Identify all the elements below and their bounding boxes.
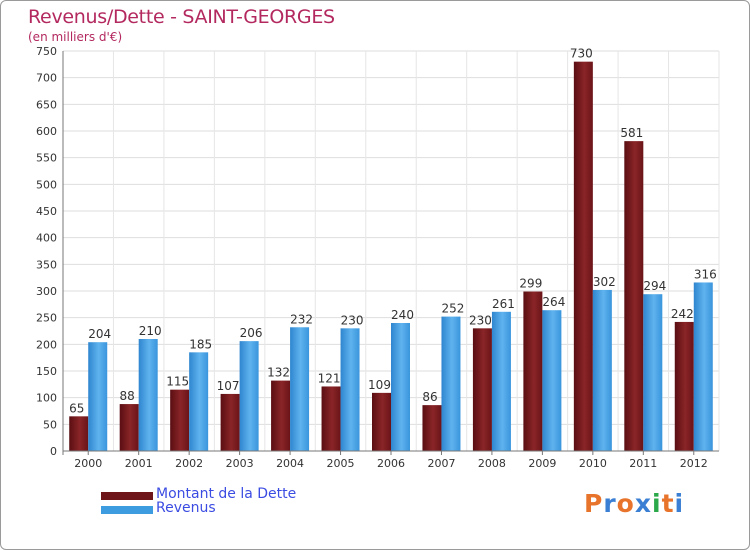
data-label-debt: 88 [120, 389, 135, 403]
bar-revenus [643, 294, 663, 451]
y-tick-label: 0 [50, 445, 57, 458]
x-tick-label: 2012 [680, 457, 708, 470]
data-label-debt: 86 [422, 390, 437, 404]
data-label-debt: 581 [620, 126, 643, 140]
data-label-revenus: 261 [492, 297, 515, 311]
x-tick-label: 2000 [74, 457, 102, 470]
bar-revenus [592, 289, 612, 451]
bar-debt [422, 405, 442, 451]
legend-label-revenus: Revenus [156, 500, 216, 516]
bar-revenus [391, 323, 410, 451]
data-label-debt: 115 [166, 375, 189, 389]
data-label-revenus: 185 [189, 337, 212, 351]
bar-revenus [290, 327, 310, 451]
data-label-revenus: 240 [391, 308, 414, 322]
logo-letter: o [616, 489, 635, 518]
y-tick-label: 550 [36, 152, 57, 165]
data-label-debt: 132 [267, 366, 290, 380]
bar-debt [321, 386, 341, 451]
data-label-debt: 242 [671, 307, 694, 321]
y-tick-label: 350 [36, 258, 57, 271]
data-label-debt: 107 [217, 379, 240, 393]
y-tick-label: 150 [36, 365, 57, 378]
x-tick-label: 2008 [478, 457, 506, 470]
chart-title: Revenus/Dette - SAINT-GEORGES [28, 6, 335, 28]
bar-revenus [693, 282, 713, 451]
y-tick-label: 100 [36, 392, 57, 405]
data-label-revenus: 302 [593, 275, 616, 289]
y-tick-label: 450 [36, 205, 57, 218]
x-tick-label: 2007 [427, 457, 455, 470]
bar-debt [220, 393, 240, 451]
y-tick-label: 500 [36, 178, 57, 191]
logo-letter: x [634, 489, 652, 518]
legend-swatch-revenus [101, 506, 153, 514]
y-tick-label: 750 [36, 45, 57, 58]
bar-revenus [340, 328, 360, 451]
logo-letter: P [584, 489, 604, 518]
bar-revenus [491, 311, 511, 451]
data-label-revenus: 204 [88, 327, 111, 341]
y-tick-label: 700 [36, 72, 57, 85]
data-label-debt: 109 [368, 378, 391, 392]
bar-debt [372, 392, 391, 451]
bar-revenus [239, 341, 259, 451]
bar-revenus [88, 342, 108, 451]
x-tick-label: 2003 [226, 457, 254, 470]
logo-letter: r [603, 489, 617, 518]
y-tick-label: 650 [36, 98, 57, 111]
legend-swatch-debt [101, 492, 153, 500]
x-tick-label: 2006 [377, 457, 405, 470]
data-label-debt: 121 [318, 371, 341, 385]
bar-debt [69, 416, 89, 451]
bar-debt [170, 389, 190, 451]
data-label-debt: 299 [519, 277, 542, 291]
bar-revenus [441, 316, 461, 451]
data-label-revenus: 210 [139, 324, 162, 338]
x-tick-label: 2002 [175, 457, 203, 470]
y-tick-label: 200 [36, 338, 57, 351]
y-tick-label: 600 [36, 125, 57, 138]
bar-debt [624, 141, 644, 451]
bar-revenus [542, 310, 562, 451]
logo-letter: t [661, 489, 675, 518]
y-tick-label: 50 [43, 418, 57, 431]
x-tick-label: 2001 [125, 457, 153, 470]
x-tick-label: 2004 [276, 457, 304, 470]
data-label-debt: 230 [469, 313, 492, 327]
bar-debt [119, 404, 139, 451]
data-label-debt: 730 [570, 47, 593, 61]
data-label-revenus: 316 [694, 267, 717, 281]
bar-debt [472, 328, 492, 451]
bar-debt [573, 61, 593, 452]
logo-letter: i [674, 489, 685, 518]
data-label-revenus: 252 [442, 302, 465, 316]
data-label-revenus: 264 [542, 295, 565, 309]
x-tick-label: 2005 [327, 457, 355, 470]
data-label-revenus: 206 [240, 326, 263, 340]
y-tick-label: 250 [36, 312, 57, 325]
bar-revenus [189, 352, 209, 451]
legend-label-debt: Montant de la Dette [156, 486, 297, 502]
y-tick-label: 300 [36, 285, 57, 298]
x-tick-label: 2011 [629, 457, 657, 470]
x-tick-label: 2009 [528, 457, 556, 470]
data-label-revenus: 232 [290, 312, 313, 326]
bar-revenus [138, 339, 158, 451]
chart-subtitle: (en milliers d'€) [28, 30, 123, 44]
logo-letter: i [652, 489, 662, 518]
x-tick-label: 2010 [579, 457, 607, 470]
data-label-revenus: 230 [341, 313, 364, 327]
y-tick-label: 400 [36, 232, 57, 245]
proxiti-logo: Proxiti [584, 489, 684, 518]
data-label-revenus: 294 [643, 279, 666, 293]
bar-debt [674, 321, 694, 451]
bar-debt [523, 291, 543, 451]
data-label-debt: 65 [69, 401, 84, 415]
bar-debt [271, 380, 291, 451]
